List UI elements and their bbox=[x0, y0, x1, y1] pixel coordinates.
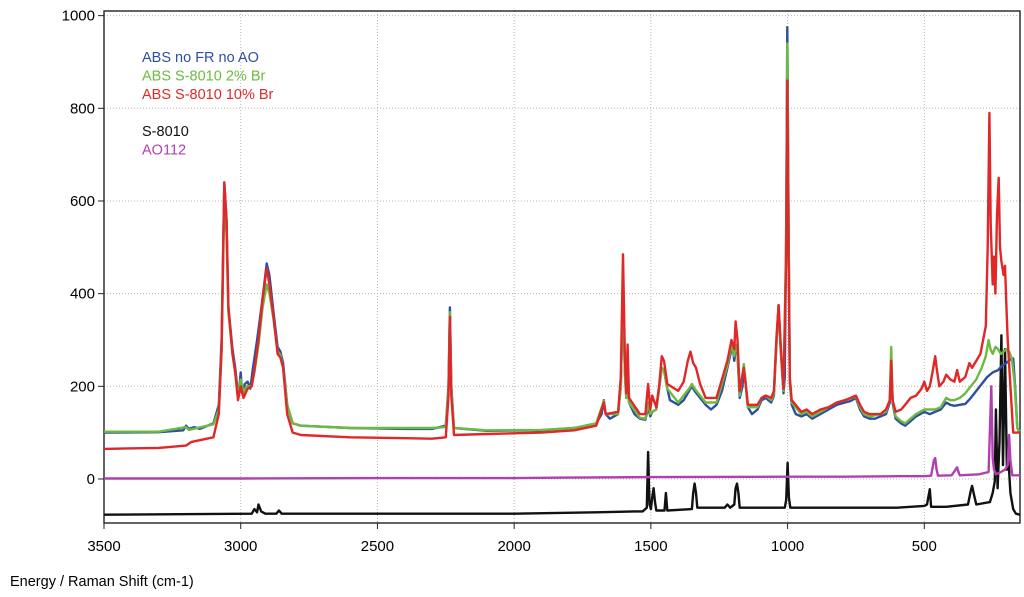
x-tick-label: 3500 bbox=[87, 538, 120, 555]
x-tick-label: 3000 bbox=[224, 538, 257, 555]
y-tick-label: 0 bbox=[87, 471, 95, 488]
legend-entry: ABS S-8010 10% Br bbox=[142, 87, 274, 103]
legend-entry: ABS S-8010 2% Br bbox=[142, 69, 265, 85]
y-tick-label: 600 bbox=[70, 193, 95, 210]
x-tick-label: 1500 bbox=[634, 538, 667, 555]
legend-entry: ABS no FR no AO bbox=[142, 50, 259, 66]
series-line-abs-no-fr-no-ao bbox=[103, 26, 1022, 434]
x-tick-label: 1000 bbox=[771, 538, 804, 555]
legend-entry: AO112 bbox=[142, 143, 186, 159]
legend-entry: S-8010 bbox=[142, 124, 189, 140]
series-line-abs-s-8010-10-br bbox=[103, 79, 1020, 451]
y-tick-label: 200 bbox=[70, 378, 95, 395]
plot-area-frame bbox=[103, 10, 1021, 524]
x-axis-label: Energy / Raman Shift (cm-1) bbox=[10, 574, 194, 590]
series-line-ao112 bbox=[104, 385, 1020, 480]
series-line-s-8010 bbox=[103, 334, 1021, 516]
y-tick-label: 1000 bbox=[62, 8, 95, 25]
x-tick-label: 2500 bbox=[361, 538, 394, 555]
x-tick-label: 2000 bbox=[497, 538, 530, 555]
y-tick-label: 400 bbox=[70, 286, 95, 303]
y-tick-label: 800 bbox=[70, 100, 95, 117]
x-tick-label: 500 bbox=[912, 538, 937, 555]
